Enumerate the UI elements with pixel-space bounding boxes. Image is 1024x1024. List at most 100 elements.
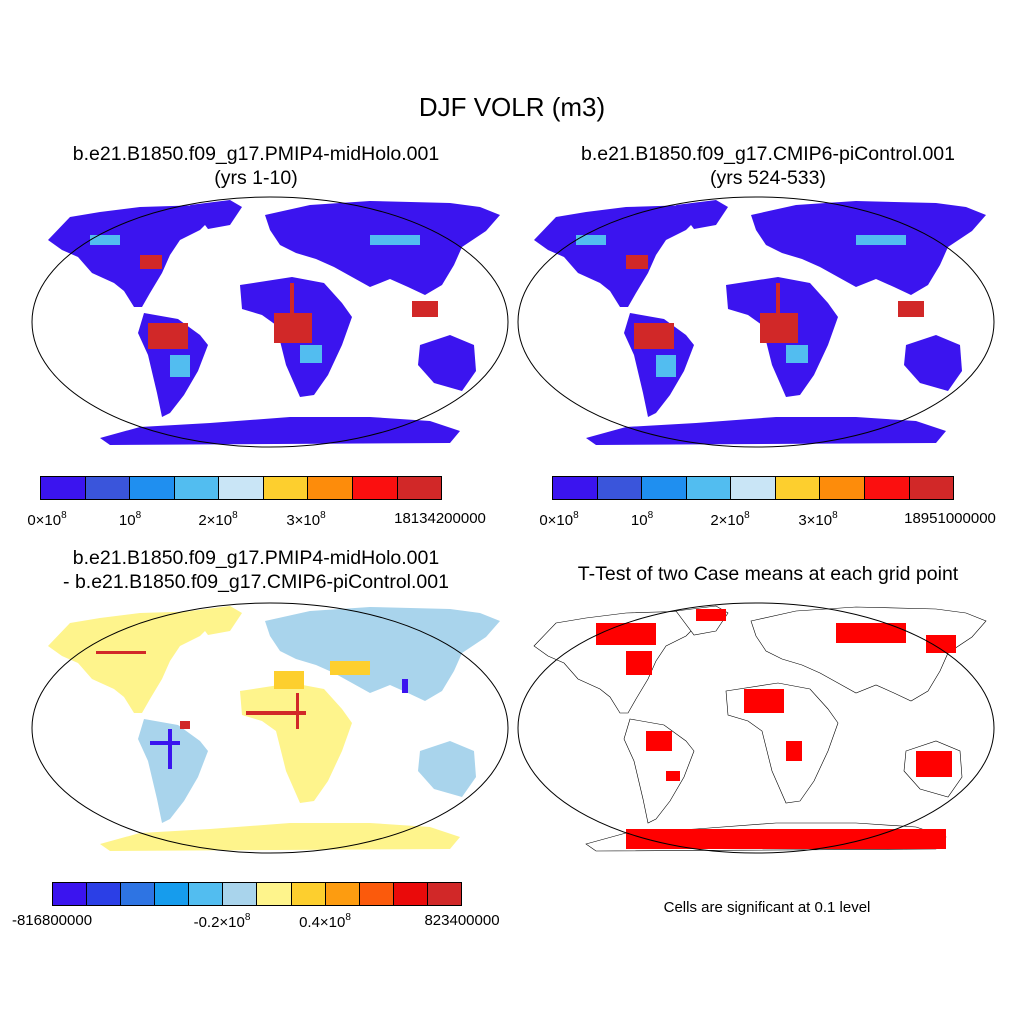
sig-cells-east-asia — [926, 635, 956, 653]
panel-2-colorbar-swatch-1 — [597, 477, 643, 499]
panel-3-colorbar-swatch-2 — [121, 883, 156, 905]
volr-map-picontrol — [517, 196, 995, 448]
panel-1-colorbar-swatch-4 — [219, 477, 264, 499]
significance-note: Cells are significant at 0.1 level — [663, 899, 871, 916]
panel-3-colorbar-swatch-11 — [427, 883, 461, 905]
landmass-eurasia — [751, 201, 986, 295]
panel-3-colorbar-swatch-7 — [291, 883, 326, 905]
volr-difference-map — [31, 602, 509, 854]
panel-3-colorbar-swatch-5 — [223, 883, 258, 905]
light-region-sa — [656, 355, 676, 377]
panel-3-colorbar-swatch-10 — [393, 883, 428, 905]
positive-mideast — [330, 661, 370, 675]
light-region-asia — [856, 235, 906, 245]
sig-cells-siberia — [836, 623, 906, 643]
panel-1-tick-3: 3×108 — [286, 510, 326, 529]
light-region-na — [90, 235, 120, 245]
coast-eurasia — [750, 606, 987, 702]
light-region-sa — [170, 355, 190, 377]
panel-3-tick-0: -816800000 — [11, 912, 93, 929]
panel-2-colorbar-swatch-4 — [731, 477, 776, 499]
panel-2-tick-0: 0×108 — [539, 510, 579, 529]
panel-2-colorbar-swatch-6 — [820, 477, 865, 499]
map-boundary — [517, 602, 995, 854]
sig-cells-sahara — [744, 689, 784, 713]
panel-1-colorbar-swatch-1 — [85, 477, 131, 499]
panel-1-title-line2: (yrs 1-10) — [214, 167, 298, 189]
coast-north-america — [533, 610, 702, 714]
hotspot-mississippi — [626, 255, 648, 269]
sig-cells-sa-south — [666, 771, 680, 781]
significant-cells — [596, 609, 956, 849]
landmass-south-america — [138, 719, 208, 823]
panel-1-colorbar — [40, 476, 442, 500]
landmass-eurasia — [265, 607, 500, 701]
panel-2-colorbar-swatch-5 — [775, 477, 821, 499]
panel-3-colorbar — [52, 882, 462, 906]
negative-amazon-branch — [150, 741, 180, 745]
hotspot-amazon — [634, 323, 674, 349]
panel-2-colorbar-swatch-8 — [909, 477, 954, 499]
panel-2-title-line2: (yrs 524-533) — [710, 167, 826, 189]
panel-3-colorbar-swatch-8 — [325, 883, 360, 905]
landmass-antarctica — [586, 417, 946, 445]
panel-2-title-line1: b.e21.B1850.f09_g17.CMIP6-piControl.001 — [580, 143, 955, 165]
landmass-north-america — [534, 205, 701, 307]
panel-2-colorbar-swatch-2 — [642, 477, 687, 499]
map-boundary — [31, 602, 509, 854]
panel-2-title: b.e21.B1850.f09_g17.CMIP6-piControl.001 … — [512, 142, 1024, 190]
positive-sahel-band — [246, 711, 306, 715]
hotspot-amazon — [148, 323, 188, 349]
panel-2-tick-2: 2×108 — [710, 510, 750, 529]
hotspot-maritime-continent — [412, 301, 438, 317]
positive-na-band — [96, 651, 146, 654]
panel-3-tick-2: 0.4×108 — [299, 912, 351, 931]
hotspot-maritime-continent — [898, 301, 924, 317]
light-region-na — [576, 235, 606, 245]
figure-title: DJF VOLR (m3) — [418, 92, 606, 122]
landmass-greenland — [676, 200, 728, 229]
positive-nile — [296, 693, 299, 729]
positive-sahara — [274, 671, 304, 689]
landmass-north-america — [48, 611, 215, 713]
panel-2-colorbar-swatch-7 — [864, 477, 910, 499]
panel-3-tick-1: -0.2×108 — [193, 912, 251, 931]
sig-cells-amazon — [646, 731, 672, 751]
landmass-greenland — [190, 606, 242, 635]
panel-3-colorbar-swatch-9 — [359, 883, 394, 905]
panel-2-tick-1: 108 — [630, 510, 654, 529]
panel-1-colorbar-swatch-6 — [308, 477, 353, 499]
panel-1-tick-2: 2×108 — [198, 510, 238, 529]
panel-1-title-line1: b.e21.B1850.f09_g17.PMIP4-midHolo.001 — [72, 143, 440, 165]
panel-3-title: b.e21.B1850.f09_g17.PMIP4-midHolo.001 - … — [0, 546, 512, 594]
sig-cells-antarctica — [626, 829, 946, 849]
panel-1-colorbar-swatch-5 — [263, 477, 309, 499]
landmass-australia — [418, 335, 476, 391]
panel-3-title-line2: - b.e21.B1850.f09_g17.CMIP6-piControl.00… — [63, 571, 449, 593]
landmass-north-america — [48, 205, 215, 307]
sig-cells-us-east — [626, 651, 652, 675]
panel-3-colorbar-swatch-4 — [189, 883, 224, 905]
sig-cells-greenland — [696, 609, 726, 621]
panel-1-tick-0: 0×108 — [27, 510, 67, 529]
coast-south-america — [623, 718, 695, 824]
light-region-asia — [370, 235, 420, 245]
landmass-australia — [418, 741, 476, 797]
landmass-australia — [904, 335, 962, 391]
panel-3-title-line1: b.e21.B1850.f09_g17.PMIP4-midHolo.001 — [72, 547, 440, 569]
panel-1-colorbar-swatch-2 — [130, 477, 175, 499]
panel-3-colorbar-swatch-0 — [53, 883, 88, 905]
panel-1-colorbar-swatch-0 — [41, 477, 86, 499]
light-region-africa — [786, 345, 808, 363]
panel-1-tick-1: 108 — [118, 510, 142, 529]
landmass-greenland — [190, 200, 242, 229]
panel-2-tick-3: 3×108 — [798, 510, 838, 529]
landmass-antarctica — [100, 417, 460, 445]
landmass-eurasia — [265, 201, 500, 295]
negative-asia-river — [402, 679, 408, 693]
panel-3-tick-3: 823400000 — [424, 912, 500, 929]
panel-1-tick-4: 18134200000 — [394, 510, 486, 527]
significance-map — [517, 602, 995, 854]
hotspot-nile — [290, 283, 294, 323]
panel-3-colorbar-swatch-6 — [257, 883, 292, 905]
